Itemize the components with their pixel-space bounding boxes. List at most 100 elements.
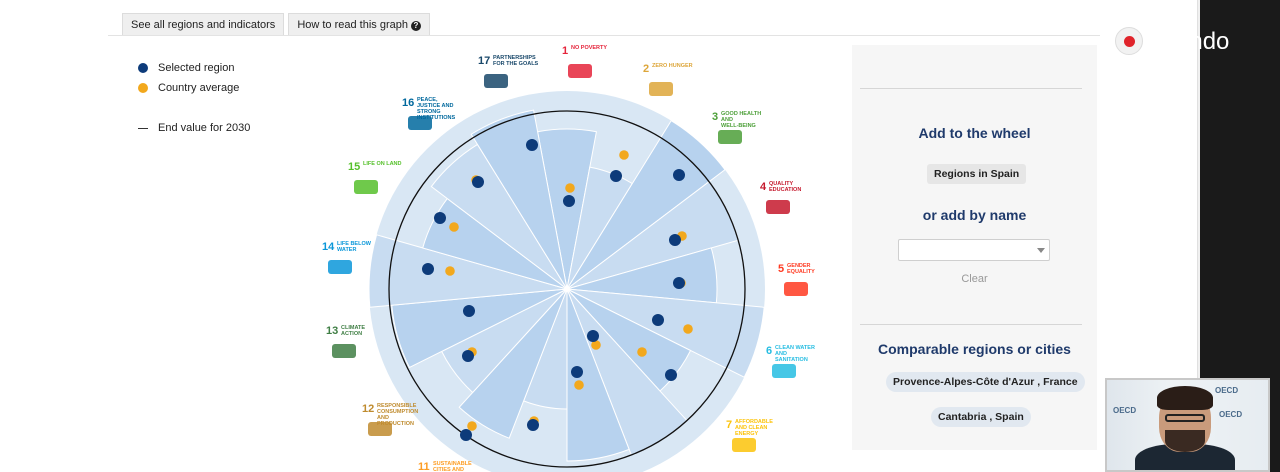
regions-in-spain-button[interactable]: Regions in Spain [927, 164, 1027, 184]
wheel-sector[interactable] [458, 288, 568, 439]
legend-country-average: Country average [138, 78, 250, 98]
comparable-region-chip[interactable]: Provence-Alpes-Côte d'Azur , France [886, 372, 1085, 392]
legend-end-label: End value for 2030 [158, 122, 251, 134]
wheel-sector[interactable] [566, 288, 630, 462]
sdg-goal-title: PRODUCTION [377, 421, 414, 427]
clear-button[interactable]: Clear [961, 273, 988, 285]
selected-region-dot[interactable] [434, 212, 446, 224]
sdg-goal-number: 14 [322, 241, 335, 253]
record-indicator-icon[interactable] [1115, 27, 1143, 55]
person-beard [1165, 430, 1205, 452]
tab-all-regions-label: See all regions and indicators [131, 19, 276, 31]
country-average-dot[interactable] [637, 347, 647, 357]
sdg-goal-title: AFFORDABLE [735, 419, 773, 425]
sdg-goal-title: ENERGY [735, 431, 759, 437]
sdg-goal-icons: 1 NO POVERTY 2 ZERO HUNGER 3 GOOD HEALTHANDWE… [322, 45, 815, 472]
sdg-goal-title: ZERO HUNGER [652, 63, 693, 69]
sdg-goal-1-icon[interactable]: 1 NO POVERTY [562, 45, 607, 78]
sdg-goal-title: AND [377, 415, 389, 421]
country-average-dot-icon [138, 83, 148, 93]
sdg-goal-pictogram [718, 130, 742, 144]
selected-region-dot[interactable] [652, 314, 664, 326]
sdg-goal-pictogram [408, 116, 432, 130]
country-average-dot[interactable] [449, 222, 459, 232]
selected-region-dot[interactable] [665, 369, 677, 381]
sdg-goal-title: QUALITY [769, 181, 793, 187]
sdg-goal-title: FOR THE GOALS [493, 61, 539, 67]
comparable-region-chip[interactable]: Cantabria , Spain [931, 407, 1031, 427]
selected-region-dot[interactable] [462, 350, 474, 362]
selected-region-dot[interactable] [527, 419, 539, 431]
wheel-dots [422, 139, 693, 441]
sdg-goal-title: EQUALITY [787, 269, 815, 275]
country-average-dot[interactable] [591, 340, 601, 350]
country-average-dot[interactable] [683, 324, 693, 334]
sdg-goal-number: 11 [418, 461, 430, 472]
selected-region-dot[interactable] [526, 139, 538, 151]
comparable-regions-title: Comparable regions or cities [878, 341, 1071, 357]
tab-how-to-read[interactable]: How to read this graph? [288, 13, 430, 35]
wheel-sector[interactable] [566, 288, 765, 378]
side-panel: Add to the wheel Regions in Spain or add… [852, 45, 1097, 450]
selected-region-dot[interactable] [472, 176, 484, 188]
sdg-goal-number: 4 [760, 181, 767, 193]
sdg-goal-number: 1 [562, 45, 568, 57]
selected-region-dot[interactable] [669, 234, 681, 246]
sdg-goal-title: STRONG [417, 109, 441, 115]
selected-region-dot[interactable] [587, 330, 599, 342]
region-name-select[interactable] [898, 239, 1050, 261]
sdg-goal-title: NO POVERTY [571, 45, 607, 51]
sdg-goal-title: RESPONSIBLE [377, 403, 417, 409]
sdg-goal-2-icon[interactable]: 2 ZERO HUNGER [643, 63, 693, 96]
add-to-wheel-title: Add to the wheel [918, 125, 1031, 141]
country-average-dot[interactable] [467, 421, 477, 431]
sdg-goal-pictogram [784, 282, 808, 296]
country-average-dot[interactable] [445, 266, 455, 276]
selected-region-dot[interactable] [610, 170, 622, 182]
country-average-dot[interactable] [565, 183, 575, 193]
sdg-goal-number: 16 [402, 97, 414, 109]
recording-label: ando [1176, 28, 1230, 55]
legend-selected-region: Selected region [138, 58, 250, 78]
legend-average-label: Country average [158, 82, 240, 94]
sdg-goal-number: 12 [362, 403, 374, 415]
sdg-goal-title: WELL-BEING [721, 123, 756, 129]
legend-end-value: End value for 2030 [138, 118, 250, 138]
selected-region-dot[interactable] [563, 195, 575, 207]
tab-all-regions[interactable]: See all regions and indicators [122, 13, 285, 35]
wheel-sector[interactable] [566, 119, 726, 290]
sdg-goal-15-icon[interactable]: 15 LIFE ON LAND [348, 161, 402, 194]
wheel-sector[interactable] [470, 109, 568, 290]
end-value-line-icon [138, 127, 148, 129]
wheel-sector[interactable] [368, 234, 568, 308]
country-average-dot[interactable] [619, 150, 629, 160]
selected-region-dot[interactable] [673, 169, 685, 181]
selected-region-dot[interactable] [571, 366, 583, 378]
legend-selected-label: Selected region [158, 62, 235, 74]
end-value-2030-circle [388, 110, 746, 468]
selected-region-dot[interactable] [463, 305, 475, 317]
selected-region-dot[interactable] [460, 429, 472, 441]
sdg-goal-title: SUSTAINABLE [433, 461, 472, 467]
wheel-sectors [368, 91, 765, 472]
sdg-goal-title: CLIMATE [341, 325, 365, 331]
sdg-goal-pictogram [772, 364, 796, 378]
selected-region-dot[interactable] [673, 277, 685, 289]
sdg-goal-title: CLEAN WATER [775, 345, 815, 351]
country-average-dot[interactable] [574, 380, 584, 390]
sdg-goal-title: PEACE, [417, 97, 438, 103]
selected-region-dot[interactable] [422, 263, 434, 275]
left-margin [0, 0, 108, 472]
sdg-wheel-chart[interactable]: 1 NO POVERTY 2 ZERO HUNGER 3 GOOD HEALTHANDWE… [300, 40, 840, 472]
